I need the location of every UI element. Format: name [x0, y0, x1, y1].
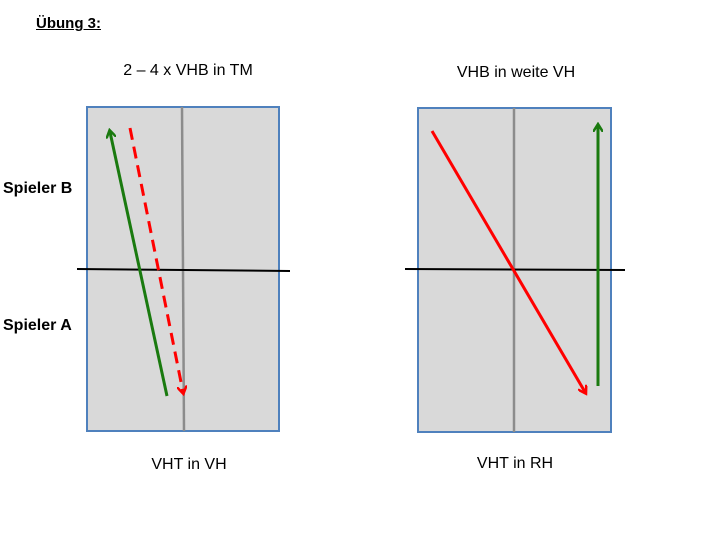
right-red-arrow: [430, 130, 585, 392]
left-table: [76, 106, 291, 432]
left-green-arrow: [110, 132, 169, 397]
left-diagram-bottom-caption: VHT in VH: [151, 456, 227, 473]
right-diagram-top-caption: VHB in weite VH: [456, 64, 576, 81]
player-a-label: Spieler A: [3, 317, 72, 334]
exercise-heading: Übung 3:: [36, 15, 101, 32]
left-table-net-line: [76, 268, 291, 272]
left-diagram-top-caption: 2 – 4 x VHB in TM: [123, 62, 253, 79]
right-diagram-bottom-caption: VHT in RH: [476, 455, 554, 472]
right-table: [404, 107, 626, 433]
player-b-label: Spieler B: [3, 180, 73, 197]
right-table-net-line: [404, 268, 626, 271]
left-red-dashed-arrow: [128, 127, 183, 392]
